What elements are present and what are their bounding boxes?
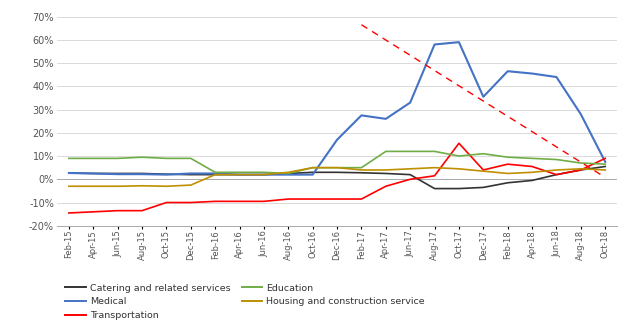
Legend: Catering and related services, Medical, Transportation, Education, Housing and c: Catering and related services, Medical, … [61, 280, 428, 324]
